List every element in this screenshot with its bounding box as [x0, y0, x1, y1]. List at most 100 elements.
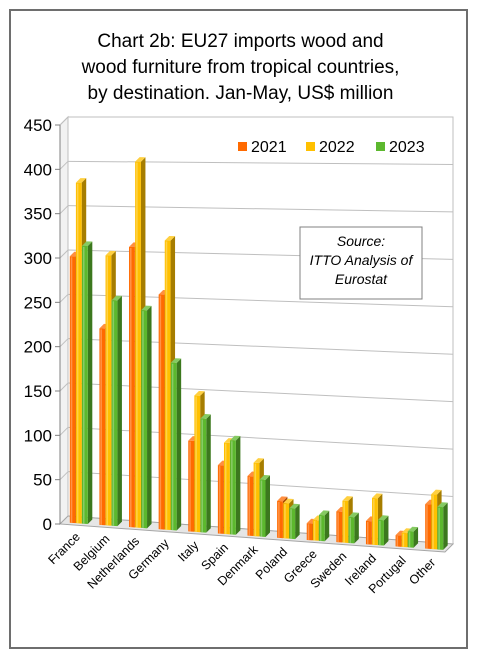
- bar-2021-Poland: [277, 500, 283, 539]
- gridline-side: [59, 116, 69, 126]
- bar-2023-Greece-top: [318, 510, 330, 516]
- source-annotation-line-1: Source:: [337, 233, 385, 249]
- bar-2021-Sweden-highlight: [337, 512, 339, 543]
- bar-2022-Other-highlight: [432, 495, 434, 550]
- bar-2022-Poland-highlight: [284, 504, 286, 539]
- bar-2022-Italy-top: [194, 391, 205, 396]
- bar-2023-Other-highlight: [438, 507, 440, 550]
- y-tick-label: 350: [24, 205, 52, 224]
- bar-2022-Germany: [164, 240, 171, 531]
- bar-2023-Belgium: [111, 300, 118, 527]
- bar-2023-Germany-top: [170, 358, 182, 363]
- legend-label-2022: 2022: [319, 139, 355, 156]
- bar-2023-Netherlands-highlight: [142, 311, 144, 528]
- bar-2023-Other-top: [437, 502, 448, 508]
- bar-2022-Netherlands: [135, 161, 141, 528]
- bar-2022-Netherlands-highlight: [136, 162, 138, 528]
- bar-2023-Germany-side: [176, 358, 182, 531]
- gridline-side: [59, 471, 69, 481]
- bar-2021-France: [69, 256, 76, 524]
- bar-2023-Sweden-highlight: [349, 517, 352, 543]
- chart-title-line-2: wood furniture from tropical countries,: [81, 57, 400, 78]
- chart-title-line-3: by destination. Jan-May, US$ million: [87, 83, 394, 104]
- bar-2021-Ireland: [365, 520, 372, 545]
- bar-2021-Spain-highlight: [218, 466, 221, 534]
- bar-2023-France-highlight: [83, 246, 85, 524]
- bar-2022-Other: [431, 494, 438, 550]
- bar-2022-France-highlight: [76, 183, 79, 524]
- x-label-italy: Italy: [175, 538, 202, 565]
- bar-2023-Other-side: [443, 502, 448, 550]
- bar-2021-Poland-highlight: [278, 501, 280, 538]
- bar-2022-Germany-top: [164, 235, 176, 241]
- bar-2021-Portugal-highlight: [396, 536, 399, 547]
- legend-swatch-2022: [306, 142, 315, 151]
- bar-2023-Germany-highlight: [171, 363, 174, 531]
- bar-2022-Denmark: [253, 462, 260, 537]
- bar-2023-Other: [437, 506, 444, 550]
- bar-2022-Poland-top: [283, 498, 294, 504]
- bar-2023-Sweden-side: [354, 512, 359, 544]
- bar-2023-Belgium-side: [117, 295, 122, 527]
- bar-2021-Poland-top: [277, 496, 288, 502]
- bar-2022-Denmark-highlight: [254, 463, 257, 537]
- bar-2023-Italy-top: [200, 414, 211, 419]
- chart-title-line-1: Chart 2b: EU27 imports wood and: [97, 31, 384, 52]
- bar-2022-Italy: [194, 395, 201, 533]
- y-tick-label: 300: [24, 249, 52, 268]
- bar-2023-Denmark-side: [265, 475, 270, 537]
- source-annotation: Source: ITTO Analysis of Eurostat: [299, 226, 423, 300]
- x-label-other: Other: [406, 556, 438, 588]
- bar-2021-Netherlands: [129, 246, 135, 528]
- y-axis-ticks: 0 50 100 150 200 250 300 350 400 450: [24, 116, 61, 534]
- bar-2023-Poland-highlight: [290, 509, 292, 539]
- bar-2021-France-highlight: [70, 257, 73, 523]
- bar-2023-France-side: [87, 241, 93, 525]
- bar-2022-Belgium: [105, 255, 112, 526]
- bar-2022-Poland: [283, 503, 290, 539]
- bar-2021-Netherlands-highlight: [130, 247, 132, 528]
- gridline: [67, 205, 454, 213]
- y-tick-label: 250: [24, 293, 52, 312]
- bar-2022-France: [75, 182, 82, 524]
- gridline-side: [59, 338, 69, 348]
- bar-2023-France: [82, 245, 88, 525]
- y-tick-label: 100: [24, 426, 52, 445]
- bars: [69, 157, 448, 550]
- bar-2022-Denmark-top: [253, 458, 264, 463]
- bar-2021-Spain: [217, 465, 224, 534]
- bar-2021-Denmark-highlight: [248, 477, 250, 536]
- bar-2021-Belgium-highlight: [100, 329, 102, 525]
- bar-2023-Ireland-top: [378, 515, 389, 521]
- bar-2023-Italy-side: [206, 414, 211, 533]
- bar-2022-Sweden-highlight: [343, 501, 345, 543]
- bar-2023-Denmark-top: [259, 475, 270, 480]
- bar-2023-Poland: [289, 508, 296, 540]
- gridline-side: [59, 249, 69, 259]
- bar-2023-Spain-side: [235, 436, 241, 535]
- bar-2023-Spain-top: [230, 435, 241, 441]
- bar-2021-Other: [425, 504, 431, 549]
- legend: 2021 2022 2023: [238, 139, 425, 156]
- gridline-side: [59, 205, 69, 215]
- y-tick-label: 200: [24, 338, 52, 357]
- bar-2023-Poland-top: [289, 503, 300, 509]
- bar-2022-Belgium-top: [105, 250, 116, 256]
- bar-2023-Greece-highlight: [319, 515, 322, 541]
- bar-2023-Ireland-side: [383, 515, 389, 546]
- bar-2022-Ireland-highlight: [373, 498, 375, 545]
- bar-2021-Other-highlight: [426, 505, 428, 549]
- bar-2023-Poland-side: [295, 504, 300, 540]
- bar-2023-France-top: [82, 241, 93, 246]
- bar-2021-Greece: [306, 523, 313, 541]
- bar-2023-Italy: [200, 418, 207, 533]
- bar-2022-Ireland: [372, 497, 378, 546]
- bar-2023-Greece: [318, 514, 325, 542]
- bar-2023-Netherlands-side: [147, 305, 152, 529]
- bar-2021-Denmark: [247, 476, 254, 537]
- bar-2022-Spain-highlight: [224, 443, 227, 534]
- y-tick-label: 0: [43, 515, 52, 534]
- bar-2022-Portugal: [401, 532, 408, 548]
- bar-2023-Denmark: [259, 479, 266, 537]
